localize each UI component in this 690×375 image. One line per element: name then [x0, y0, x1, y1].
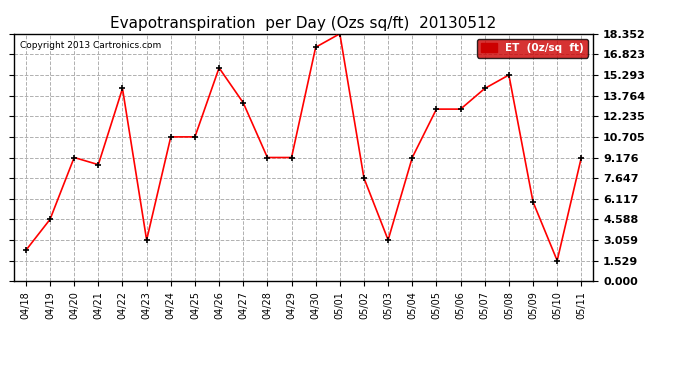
Legend: ET  (0z/sq  ft): ET (0z/sq ft)	[477, 39, 588, 57]
Text: Copyright 2013 Cartronics.com: Copyright 2013 Cartronics.com	[19, 41, 161, 50]
Title: Evapotranspiration  per Day (Ozs sq/ft)  20130512: Evapotranspiration per Day (Ozs sq/ft) 2…	[110, 16, 497, 31]
